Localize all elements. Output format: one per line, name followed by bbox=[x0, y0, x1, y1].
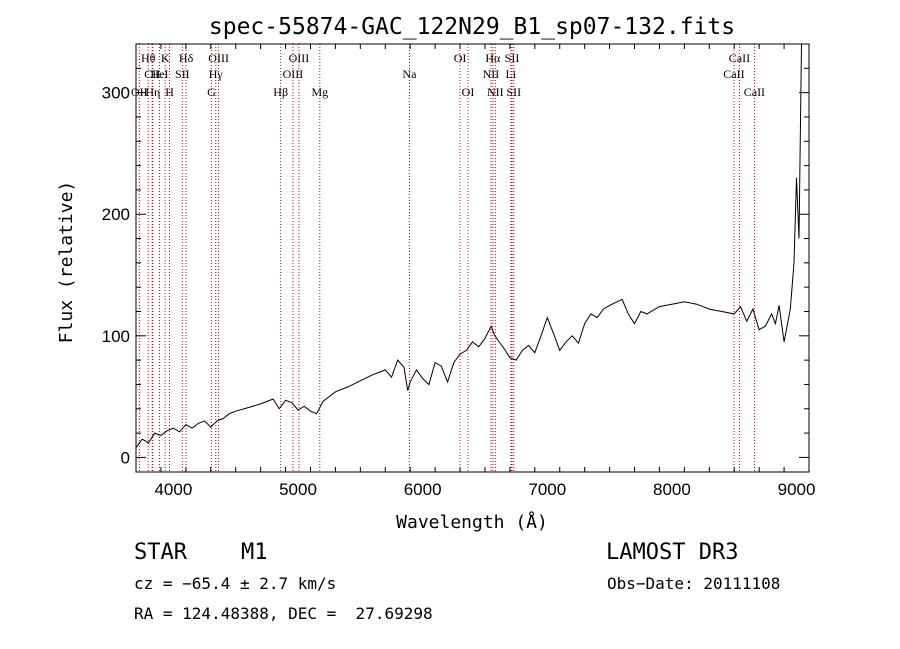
y-axis-label: Flux (relative) bbox=[56, 181, 77, 344]
x-axis-label: Wavelength (Å) bbox=[396, 511, 548, 533]
spectral-line-label: SII bbox=[506, 85, 521, 99]
spectral-line-label: Hδ bbox=[179, 51, 194, 65]
spectral-line-label: CaII bbox=[723, 67, 744, 81]
y-tick-label: 0 bbox=[121, 448, 130, 467]
spectral-line-label: Hα bbox=[485, 51, 501, 65]
spectral-line-label: OI bbox=[454, 51, 467, 65]
spectral-line-label: CII bbox=[144, 67, 160, 81]
spectral-line-label: SII bbox=[505, 51, 520, 65]
x-tick-label: 6000 bbox=[404, 480, 442, 499]
redshift-cz: cz = −65.4 ± 2.7 km/s bbox=[134, 574, 337, 593]
spectral-line-label: K bbox=[161, 51, 170, 65]
y-tick-label: 100 bbox=[102, 327, 130, 346]
spectral-line-label: OIII bbox=[208, 51, 229, 65]
y-tick-label: 300 bbox=[102, 84, 130, 103]
spectral-line-label: G bbox=[207, 85, 216, 99]
spectral-line-label: Hη bbox=[145, 85, 160, 99]
spectral-line-label: Mg bbox=[311, 85, 328, 99]
y-tick-label: 200 bbox=[102, 205, 130, 224]
spectrum-series-line bbox=[135, 43, 802, 448]
spectral-line-markers bbox=[138, 44, 755, 472]
spectral-line-label: NII bbox=[483, 67, 500, 81]
object-subclass: M1 bbox=[241, 540, 268, 565]
spectral-line-label: Hγ bbox=[209, 67, 224, 81]
x-tick-label: 9000 bbox=[778, 480, 816, 499]
x-tick-label: 7000 bbox=[528, 480, 566, 499]
object-class: STAR bbox=[134, 540, 187, 565]
spectral-line-label: Hθ bbox=[141, 51, 156, 65]
spectral-line-label: CaII bbox=[729, 51, 750, 65]
ra-dec: RA = 124.48388, DEC = 27.69298 bbox=[134, 604, 433, 623]
spectral-line-label: CaII bbox=[744, 85, 765, 99]
x-axis: 4000 5000 6000 7000 8000 9000 bbox=[135, 44, 816, 499]
spectral-line-label: OIII bbox=[283, 67, 304, 81]
y-axis: 0 100 200 300 bbox=[102, 43, 809, 467]
spectral-line-label: OIII bbox=[289, 51, 310, 65]
x-tick-label: 8000 bbox=[653, 480, 691, 499]
observation-date: Obs−Date: 20111108 bbox=[607, 574, 781, 593]
chart-title: spec-55874-GAC_122N29_B1_sp07-132.fits bbox=[209, 14, 735, 40]
x-tick-label: 4000 bbox=[154, 480, 192, 499]
spectral-line-label: H bbox=[165, 85, 174, 99]
spectral-line-label: Hβ bbox=[273, 85, 288, 99]
spectral-line-label: HeI bbox=[150, 67, 168, 81]
spectral-line-label: Li bbox=[506, 67, 517, 81]
plot-frame bbox=[135, 43, 810, 473]
spectral-line-label: Na bbox=[402, 67, 417, 81]
x-tick-label: 5000 bbox=[279, 480, 317, 499]
spectral-line-label: SII bbox=[175, 67, 190, 81]
spectral-line-label: OII bbox=[131, 85, 148, 99]
survey-name: LAMOST DR3 bbox=[606, 540, 739, 565]
spectral-line-label: OI bbox=[462, 85, 475, 99]
spectral-line-label: NII bbox=[487, 85, 504, 99]
